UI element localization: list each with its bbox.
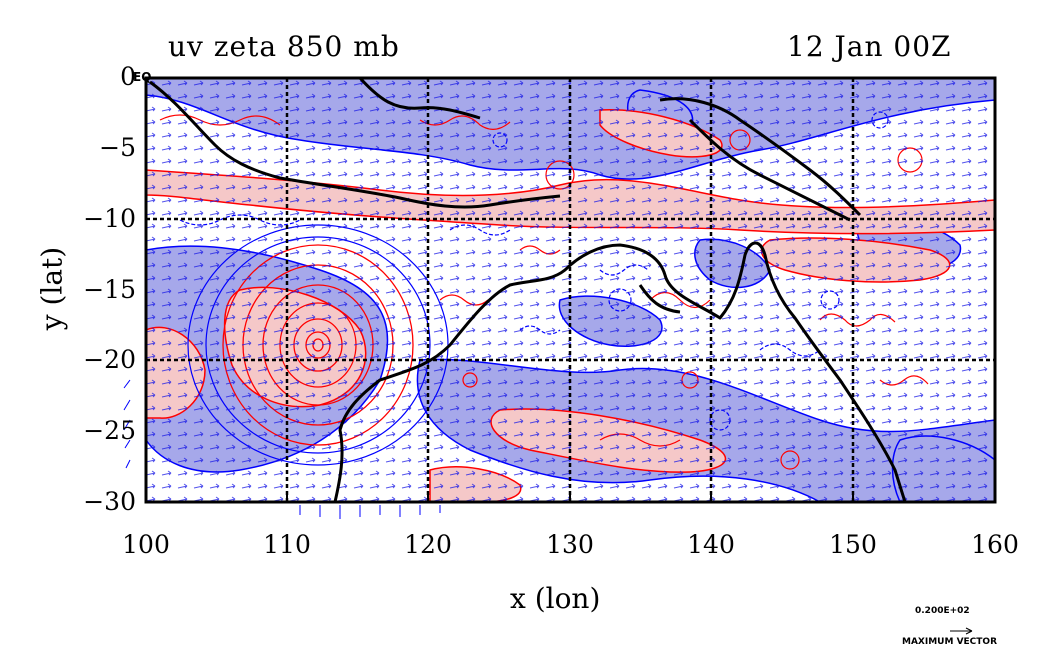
vector-key-arrow <box>950 627 973 635</box>
grid-lines <box>146 78 995 502</box>
y-tick-label: 0 <box>120 62 136 91</box>
plot-title: uv zeta 850 mb <box>168 30 400 63</box>
tick-marks <box>145 494 996 502</box>
x-axis-label: x (lon) <box>510 582 601 615</box>
y-tick-label: −15 <box>83 275 136 304</box>
vector-key-label: MAXIMUM VECTOR <box>902 637 998 647</box>
y-tick-label: −5 <box>99 133 136 162</box>
equator-label: EQ <box>133 70 152 84</box>
plot-timestamp: 12 Jan 00Z <box>787 30 952 63</box>
x-tick-label: 120 <box>404 530 452 559</box>
y-axis-label: y (lat) <box>35 246 69 331</box>
vector-key-value: 0.200E+02 <box>915 606 970 616</box>
y-tick-label: −10 <box>83 204 136 233</box>
y-tick-label: −20 <box>83 345 136 374</box>
x-tick-label: 110 <box>263 530 311 559</box>
x-tick-label: 160 <box>971 530 1019 559</box>
x-tick-label: 130 <box>546 530 594 559</box>
plot-area <box>146 78 995 502</box>
x-tick-label: 100 <box>122 530 170 559</box>
x-tick-label: 150 <box>829 530 877 559</box>
y-tick-label: −25 <box>83 416 136 445</box>
coastlines <box>149 78 907 502</box>
x-tick-label: 140 <box>687 530 735 559</box>
overflow-vectors <box>123 379 441 519</box>
y-tick-label: −30 <box>83 487 136 516</box>
